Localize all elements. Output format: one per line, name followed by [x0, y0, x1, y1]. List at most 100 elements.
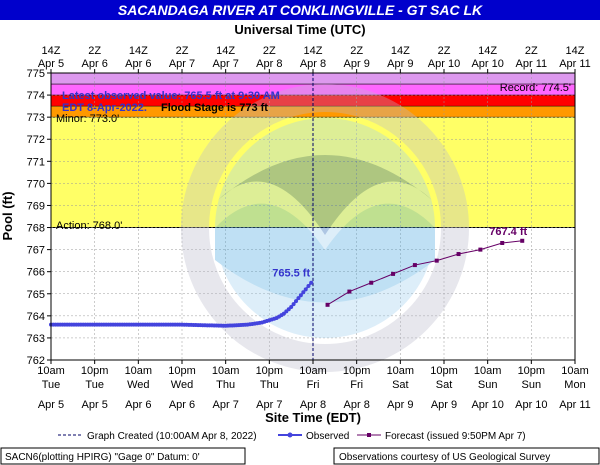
- y-tick-label: 768: [27, 223, 45, 235]
- y-tick-label: 763: [27, 333, 45, 345]
- x-tick-time: 10am: [474, 365, 502, 377]
- y-axis-title: Pool (ft): [0, 191, 15, 240]
- forecast-point: [456, 252, 461, 257]
- top-x-tick-time: 14Z: [391, 45, 410, 57]
- x-tick-day: Thu: [260, 379, 279, 391]
- y-tick-label: 764: [27, 311, 45, 323]
- x-tick-time: 10am: [212, 365, 240, 377]
- x-tick-date: Apr 10: [515, 399, 547, 411]
- x-tick-time: 10pm: [343, 365, 371, 377]
- x-tick-day: Tue: [42, 379, 61, 391]
- top-x-tick-date: Apr 10: [471, 58, 503, 70]
- legend-observed: Observed: [306, 431, 349, 442]
- x-tick-date: Apr 7: [213, 399, 239, 411]
- y-tick-label: 765: [27, 289, 45, 301]
- x-tick-date: Apr 8: [300, 399, 326, 411]
- forecast-point: [520, 238, 525, 243]
- record-label: Record: 774.5': [500, 82, 571, 94]
- x-tick-date: Apr 7: [256, 399, 282, 411]
- forecast-point: [369, 280, 374, 285]
- x-tick-date: Apr 9: [431, 399, 457, 411]
- legend-graph-created: Graph Created (10:00AM Apr 8, 2022): [87, 431, 257, 442]
- top-x-tick-time: 2Z: [263, 45, 276, 57]
- top-x-tick-date: Apr 7: [169, 58, 195, 70]
- x-tick-date: Apr 11: [559, 399, 591, 411]
- y-tick-label: 771: [27, 156, 45, 168]
- action-label: Action: 768.0': [56, 220, 122, 232]
- observed-point: [294, 299, 299, 304]
- x-tick-date: Apr 5: [82, 399, 108, 411]
- y-tick-label: 769: [27, 200, 45, 212]
- forecast-point: [325, 302, 330, 307]
- forecast-point: [412, 263, 417, 268]
- observed-point: [301, 290, 306, 295]
- x-tick-time: 10am: [299, 365, 327, 377]
- x-tick-day: Sat: [392, 379, 409, 391]
- x-tick-date: Apr 6: [169, 399, 195, 411]
- footer-left-box: [0, 447, 246, 465]
- observed-last-value-label: 765.5 ft: [272, 268, 310, 280]
- y-tick-label: 773: [27, 112, 45, 124]
- forecast-points: [325, 238, 525, 307]
- x-tick-date: Apr 6: [125, 399, 151, 411]
- x-tick-date: Apr 10: [471, 399, 503, 411]
- x-tick-day: Sat: [436, 379, 453, 391]
- top-x-tick-time: 14Z: [42, 45, 61, 57]
- y-tick-label: 766: [27, 267, 45, 279]
- legend-forecast-marker: [367, 433, 371, 437]
- y-axis: 762 763 764 765 766 767 768 769 770 771 772 773 774 7…: [27, 68, 51, 367]
- observed-points: [49, 280, 314, 328]
- x-tick-day: Sun: [478, 379, 498, 391]
- forecast-point: [500, 240, 505, 245]
- top-axis-title: Universal Time (UTC): [234, 22, 365, 37]
- forecast-series-line: [327, 240, 523, 306]
- x-tick-day: Sun: [522, 379, 542, 391]
- top-x-tick-time: 2Z: [438, 45, 451, 57]
- y-tick-label: 774: [27, 90, 45, 102]
- observed-point: [306, 284, 311, 289]
- x-tick-day: Wed: [171, 379, 193, 391]
- y-tick-label: 772: [27, 134, 45, 146]
- noaa-watermark-icon: [181, 84, 469, 372]
- legend: Graph Created (10:00AM Apr 8, 2022) Obse…: [58, 431, 526, 442]
- y-tick-label: 767: [27, 245, 45, 257]
- x-tick-date: Apr 9: [387, 399, 413, 411]
- footer-datum: SACN6(plotting HPIRG) "Gage 0" Datum: 0': [5, 452, 200, 463]
- legend-forecast: Forecast (issued 9:50PM Apr 7): [385, 431, 526, 442]
- top-x-tick-date: Apr 6: [82, 58, 108, 70]
- observed-point: [296, 296, 301, 301]
- bottom-axis-title: Site Time (EDT): [265, 410, 361, 425]
- forecast-point: [347, 289, 352, 294]
- top-x-tick-time: 14Z: [478, 45, 497, 57]
- x-tick-time: 10pm: [81, 365, 109, 377]
- x-tick-day: Fri: [350, 379, 363, 391]
- observed-point: [289, 305, 294, 310]
- latest-observed-annotation: Latest observed value: 765.5 ft at 9:30 …: [62, 90, 280, 102]
- observed-point: [291, 302, 296, 307]
- forecast-point: [391, 271, 396, 276]
- x-tick-day: Thu: [216, 379, 235, 391]
- top-x-tick-date: Apr 9: [387, 58, 413, 70]
- top-x-tick-time: 2Z: [350, 45, 363, 57]
- x-tick-time: 10am: [37, 365, 65, 377]
- top-x-tick-date: Apr 11: [516, 58, 548, 70]
- chart-title: SACANDAGA RIVER AT CONKLINGVILLE - GT SA…: [118, 2, 483, 18]
- forecast-last-value-label: 767.4 ft: [489, 226, 527, 238]
- minor-label: Minor: 773.0': [56, 113, 119, 125]
- x-tick-time: 10pm: [430, 365, 458, 377]
- x-tick-time: 10am: [561, 365, 589, 377]
- top-x-tick-time: 14Z: [216, 45, 235, 57]
- top-x-tick-time: 2Z: [88, 45, 101, 57]
- observed-point: [309, 280, 314, 285]
- top-x-tick-time: 14Z: [304, 45, 323, 57]
- top-x-tick-date: Apr 10: [428, 58, 460, 70]
- y-tick-label: 762: [27, 355, 45, 367]
- x-tick-day: Mon: [564, 379, 585, 391]
- top-x-tick-time: 2Z: [525, 45, 538, 57]
- title-bar: [0, 0, 600, 20]
- y-tick-label: 775: [27, 68, 45, 80]
- top-x-tick-date: Apr 7: [213, 58, 239, 70]
- y-tick-label: 770: [27, 178, 45, 190]
- x-tick-time: 10am: [387, 365, 415, 377]
